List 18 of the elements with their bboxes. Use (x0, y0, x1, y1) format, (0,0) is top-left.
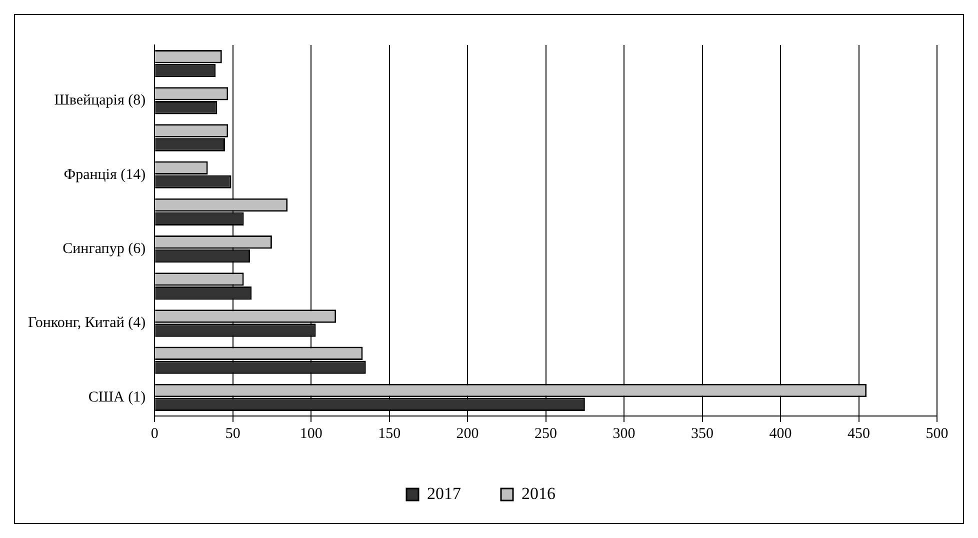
legend-label: 2016 (522, 484, 556, 503)
x-tick-label: 200 (456, 426, 479, 442)
x-tick-label: 0 (150, 426, 158, 442)
x-tick-label: 450 (848, 426, 870, 442)
x-tick-label: 350 (691, 426, 714, 442)
y-tick-label: Франція (14) (64, 166, 146, 183)
x-tick-label: 500 (926, 426, 948, 442)
x-tick-label: 300 (612, 426, 636, 442)
x-tick-label: 150 (378, 426, 401, 442)
legend-label: 2017 (427, 484, 462, 503)
x-tick-label: 50 (225, 426, 240, 442)
x-tick-label: 400 (769, 426, 792, 442)
y-tick-label: Швейцарія (8) (54, 92, 146, 109)
y-tick-label: Гонконг, Китай (4) (28, 315, 146, 332)
y-tick-label: Сингапур (6) (62, 240, 146, 257)
x-tick-label: 100 (300, 426, 322, 442)
y-tick-label: США (1) (88, 389, 146, 406)
x-tick-label: 250 (534, 426, 558, 442)
